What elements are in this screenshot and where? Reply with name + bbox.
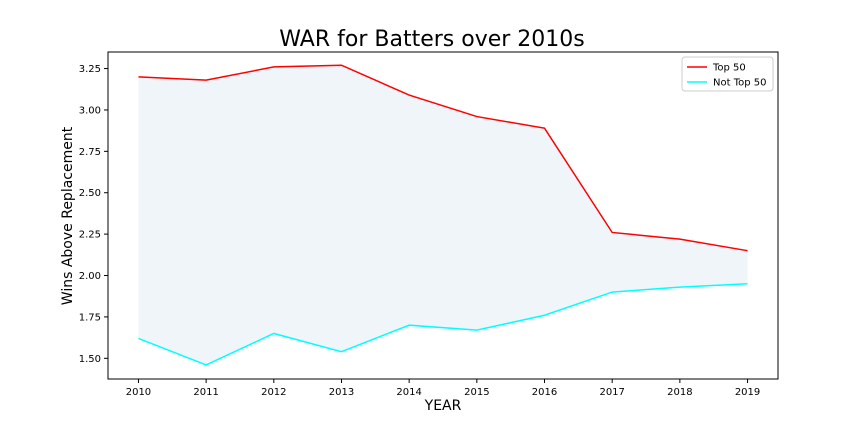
chart-title: WAR for Batters over 2010s: [279, 27, 585, 52]
x-tick-label: 2016: [532, 387, 557, 398]
x-axis-ticks: 2010 2011 2012 2013 2014 2015 2016 2017 2018 2019: [126, 379, 760, 398]
y-tick-label: 2.50: [79, 188, 101, 199]
legend: Top 50 Not Top 50: [681, 56, 774, 92]
x-tick-label: 2010: [126, 387, 151, 398]
x-tick-label: 2019: [735, 387, 760, 398]
y-tick-label: 3.25: [79, 64, 101, 75]
y-tick-label: 2.00: [79, 271, 101, 282]
series-lines: [138, 64, 748, 366]
y-tick-label: 1.50: [79, 354, 101, 365]
legend-entry: Top 50: [712, 63, 746, 74]
x-tick-label: 2018: [667, 387, 692, 398]
plot-frame: [107, 51, 779, 380]
y-axis-ticks: 1.50 1.75 2.00 2.25 2.50 2.75 3.00 3.25: [79, 64, 108, 365]
y-tick-label: 2.25: [79, 230, 101, 241]
y-tick-label: 3.00: [79, 105, 101, 116]
y-tick-label: 1.75: [79, 312, 101, 323]
x-tick-label: 2012: [261, 387, 286, 398]
x-tick-label: 2015: [464, 387, 489, 398]
x-tick-label: 2014: [396, 387, 421, 398]
fill-between-area: [138, 65, 748, 365]
plot-area: 2010 2011 2012 2013 2014 2015 2016 2017 2018 2019…: [79, 51, 779, 398]
x-tick-label: 2017: [599, 387, 624, 398]
series-line-2: [138, 283, 748, 366]
y-tick-label: 2.75: [79, 147, 101, 158]
x-tick-label: 2011: [193, 387, 218, 398]
legend-entry: Not Top 50: [713, 78, 766, 89]
y-axis-label: Wins Above Replacement: [60, 126, 76, 305]
series-line-1: [138, 64, 748, 252]
x-tick-label: 2013: [329, 387, 354, 398]
x-axis-label: YEAR: [424, 398, 462, 414]
